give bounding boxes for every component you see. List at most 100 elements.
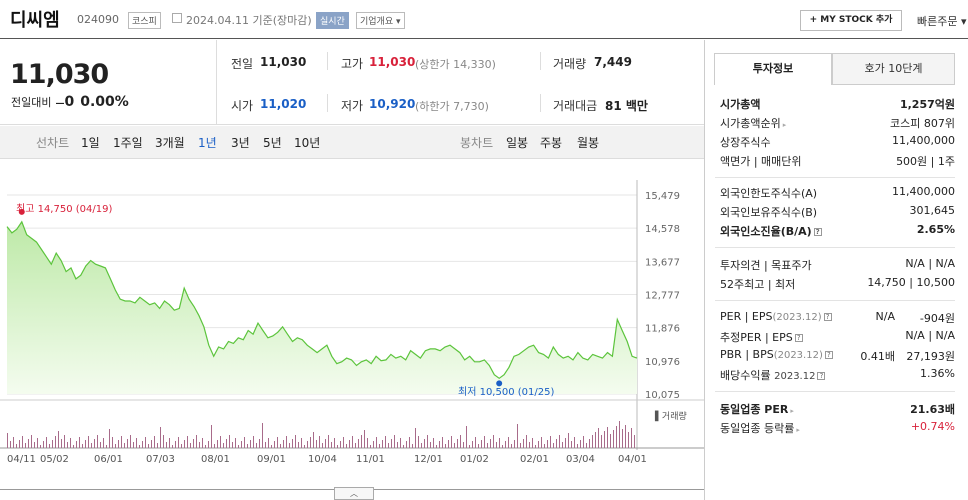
my-stock-add-button[interactable]: + MY STOCK 추가 xyxy=(800,10,902,31)
tab-monthly[interactable]: 월봉 xyxy=(577,136,600,150)
help-icon[interactable]: ? xyxy=(813,228,822,236)
volume-bar xyxy=(142,441,143,448)
line-chart-label: 선차트 xyxy=(36,136,70,150)
volume-bar xyxy=(526,435,527,448)
stock-name[interactable]: 디씨엠 xyxy=(10,10,60,31)
industry-rate-row[interactable]: 동일업종 등락률 ▸ +0.74% xyxy=(720,420,955,435)
volume-bar xyxy=(415,428,416,448)
volume-bar xyxy=(280,444,281,448)
help-icon[interactable]: ? xyxy=(824,351,833,359)
realtime-button[interactable]: 실시간 xyxy=(316,12,349,29)
x-tick-label: 12/01 xyxy=(414,454,443,465)
foreign-limit-row: 외국인한도주식수(A) 11,400,000 xyxy=(720,185,955,200)
volume-bar xyxy=(442,437,443,448)
x-tick-label: 11/01 xyxy=(356,454,385,465)
volume-bar xyxy=(394,435,395,448)
tab-1y[interactable]: 1년 xyxy=(198,136,217,150)
tab-10y[interactable]: 10년 xyxy=(294,136,321,150)
divider xyxy=(540,94,541,112)
volume-bar xyxy=(622,429,623,448)
tab-1d[interactable]: 1일 xyxy=(81,136,100,150)
mcap-row: 시가총액 1,257억원 xyxy=(720,98,955,111)
volume-bar xyxy=(187,436,188,448)
help-icon[interactable]: ? xyxy=(823,313,832,321)
volume-bar xyxy=(391,439,392,448)
help-icon[interactable]: ? xyxy=(817,372,826,380)
collapse-button[interactable]: ︿ xyxy=(334,487,374,500)
volume-bar xyxy=(574,437,575,448)
volume-bar xyxy=(466,426,467,448)
pbr-row: PBR | BPS(2023.12)? 0.41배 27,193원 xyxy=(720,348,955,363)
candle-chart-label: 봉차트 xyxy=(460,136,494,150)
tab-3m[interactable]: 3개월 xyxy=(155,136,185,150)
volume-bar xyxy=(370,445,371,448)
volume-bar xyxy=(337,445,338,448)
volume-bar xyxy=(502,445,503,448)
volume-bar xyxy=(550,436,551,448)
volume-bar xyxy=(520,443,521,448)
mcap-rank-row[interactable]: 시가총액순위 ▸ 코스피 807위 xyxy=(720,117,955,130)
x-tick-label: 02/01 xyxy=(520,454,549,465)
volume-bar xyxy=(334,438,335,448)
volume-bar xyxy=(169,438,170,448)
volume-bar xyxy=(631,428,632,448)
volume-bar xyxy=(583,436,584,448)
x-tick-label: 04/01 xyxy=(618,454,647,465)
x-tick-label: 10/04 xyxy=(308,454,337,465)
volume-bar xyxy=(163,435,164,448)
volume-bar xyxy=(289,443,290,448)
tab-1w[interactable]: 1주일 xyxy=(113,136,143,150)
volume-bar xyxy=(325,439,326,448)
x-tick-label: 09/01 xyxy=(257,454,286,465)
corp-info-dropdown[interactable]: 기업개요 ▾ xyxy=(356,12,405,29)
y-tick-label: 13,677 xyxy=(645,257,680,268)
arrow-right-icon: ▸ xyxy=(790,407,794,415)
volume-bar xyxy=(331,442,332,448)
invest-info-panel: 투자정보 호가 10단계 시가총액 1,257억원 시가총액순위 ▸ 코스피 807위… xyxy=(705,40,968,500)
est-per-row: 추정PER | EPS? N/A | N/A xyxy=(720,329,955,344)
tab-hoga-10[interactable]: 호가 10단계 xyxy=(832,53,955,85)
volume-bar xyxy=(271,445,272,448)
volume-bar xyxy=(457,439,458,448)
volume-bar xyxy=(136,438,137,448)
volume-bar xyxy=(604,431,605,448)
help-icon[interactable]: ? xyxy=(794,334,803,342)
volume-bar xyxy=(148,444,149,448)
volume-value: 7,449 xyxy=(594,55,632,69)
volume-bar xyxy=(523,439,524,448)
tab-5y[interactable]: 5년 xyxy=(263,136,282,150)
volume-bar xyxy=(256,443,257,448)
volume-bar xyxy=(223,443,224,448)
tab-3y[interactable]: 3년 xyxy=(231,136,250,150)
tab-weekly[interactable]: 주봉 xyxy=(540,136,563,150)
volume-bar xyxy=(388,443,389,448)
volume-bar xyxy=(70,438,71,448)
tab-invest-info[interactable]: 투자정보 xyxy=(714,53,832,85)
quick-order-dropdown[interactable]: 빠른주문 ▾ xyxy=(917,15,967,28)
volume-bar xyxy=(91,443,92,448)
volume-bar xyxy=(247,444,248,448)
volume-bar xyxy=(121,436,122,448)
industry-per-row[interactable]: 동일업종 PER ▸ 21.63배 xyxy=(720,403,955,416)
volume-bar xyxy=(601,435,602,448)
volume-bar xyxy=(412,444,413,448)
volume-bar xyxy=(568,433,569,448)
volume-bar xyxy=(301,438,302,448)
price-chart[interactable]: ▌거래량 15,479 14,578 13,677 12,777 11,876 10,97… xyxy=(0,160,704,490)
tab-daily[interactable]: 일봉 xyxy=(506,136,529,150)
volume-bar xyxy=(439,441,440,448)
volume-bar xyxy=(544,444,545,448)
volume-bar xyxy=(505,441,506,448)
volume-bar xyxy=(376,437,377,448)
price-change: 전일대비 —0 0.00% xyxy=(11,94,129,110)
volume-bar xyxy=(241,441,242,448)
volume-bar xyxy=(202,438,203,448)
volume-bar xyxy=(397,442,398,448)
volume-bar xyxy=(43,441,44,448)
volume-bar xyxy=(55,436,56,448)
volume-bar xyxy=(199,442,200,448)
volume-bar xyxy=(592,435,593,448)
volume-bar xyxy=(154,436,155,448)
lower-limit: (하한가 7,730) xyxy=(415,100,489,113)
x-tick-label: 06/01 xyxy=(94,454,123,465)
